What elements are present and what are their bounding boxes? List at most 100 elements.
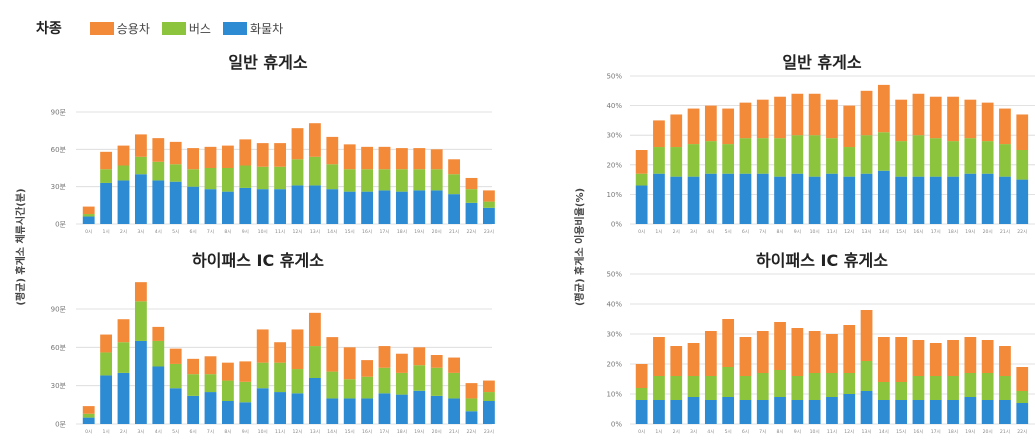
x-tick-label: 8시 bbox=[776, 229, 783, 235]
bar-bus bbox=[308, 346, 321, 378]
panel-title: 하이패스 IC 휴게소 bbox=[756, 251, 888, 270]
panel-usage-general: 일반 휴게소 0% 10% 20% 30% 40% 50% 0시 1시 2시 3시 4시 5시 6시 7시… bbox=[606, 53, 1035, 235]
bar-bus bbox=[465, 189, 478, 203]
x-tick-label: 1시 bbox=[103, 229, 110, 235]
x-tick-label: 10시 bbox=[258, 229, 268, 235]
bar-car bbox=[308, 123, 321, 157]
bar-bus bbox=[635, 388, 648, 400]
bar-bus bbox=[704, 141, 717, 174]
x-tick-label: 12시 bbox=[844, 229, 854, 235]
bar-bus bbox=[653, 147, 665, 174]
bar-bus bbox=[221, 380, 234, 401]
bar-bus bbox=[430, 169, 443, 191]
bar-car bbox=[361, 146, 374, 170]
bar-car bbox=[999, 108, 1011, 145]
bar-truck bbox=[964, 173, 977, 224]
bar-bus bbox=[826, 373, 838, 397]
bar-car bbox=[326, 337, 339, 372]
x-tick-label: 17시 bbox=[379, 429, 389, 435]
bar-truck bbox=[361, 398, 374, 424]
bar-car bbox=[100, 151, 113, 170]
x-tick-label: 7시 bbox=[207, 229, 214, 235]
bar-truck bbox=[134, 340, 147, 424]
bar-truck bbox=[999, 176, 1011, 224]
bar-car bbox=[860, 90, 873, 136]
bar-car bbox=[256, 143, 269, 167]
bar-car bbox=[169, 348, 182, 364]
y-tick-label: 40% bbox=[606, 301, 622, 309]
legend-title: 차종 bbox=[36, 21, 62, 37]
bar-bus bbox=[999, 376, 1011, 400]
legend-swatch-truck bbox=[222, 21, 247, 35]
x-tick-label: 6시 bbox=[190, 229, 197, 235]
bar-bus bbox=[326, 371, 339, 399]
bar-bus bbox=[704, 376, 717, 400]
bar-bus bbox=[981, 141, 994, 174]
x-tick-label: 17시 bbox=[931, 229, 941, 235]
y-tick-label: 10% bbox=[606, 191, 622, 199]
x-tick-label: 0시 bbox=[638, 429, 645, 435]
bar-car bbox=[635, 150, 648, 174]
legend-label-car: 승용차 bbox=[116, 21, 150, 36]
bar-bus bbox=[204, 168, 217, 190]
bar-bus bbox=[482, 201, 495, 208]
bar-car bbox=[739, 337, 752, 376]
bar-car bbox=[465, 383, 478, 399]
bar-bus bbox=[239, 165, 252, 188]
y-tick-label: 10% bbox=[606, 391, 622, 399]
x-tick-label: 3시 bbox=[690, 429, 697, 435]
x-tick-label: 13시 bbox=[310, 429, 320, 435]
bar-car bbox=[152, 138, 165, 162]
bar-truck bbox=[117, 180, 130, 224]
bar-truck bbox=[274, 189, 287, 224]
x-tick-label: 15시 bbox=[345, 429, 355, 435]
bar-car bbox=[843, 325, 856, 373]
bar-car bbox=[221, 362, 234, 381]
bar-bus bbox=[791, 135, 804, 174]
bar-car bbox=[430, 355, 443, 368]
bar-car bbox=[326, 136, 339, 165]
bar-car bbox=[378, 346, 391, 368]
bar-car bbox=[482, 190, 495, 202]
bar-truck bbox=[895, 176, 908, 224]
bar-bus bbox=[291, 159, 304, 186]
bar-truck bbox=[256, 189, 269, 224]
bar-bus bbox=[343, 379, 356, 399]
bar-truck bbox=[774, 397, 786, 424]
x-tick-label: 20시 bbox=[983, 429, 993, 435]
x-tick-label: 12시 bbox=[292, 429, 302, 435]
bar-car bbox=[929, 96, 942, 139]
y-tick-label: 50% bbox=[606, 73, 622, 81]
y-tick-label: 60분 bbox=[51, 146, 67, 154]
bar-truck bbox=[912, 176, 925, 224]
bar-bus bbox=[722, 367, 735, 397]
bar-bus bbox=[687, 376, 700, 397]
bar-bus bbox=[187, 374, 200, 396]
bar-bus bbox=[877, 132, 890, 171]
bar-bus bbox=[82, 214, 95, 217]
bar-truck bbox=[100, 182, 113, 224]
bar-bus bbox=[670, 376, 683, 400]
bar-truck bbox=[808, 176, 821, 224]
bar-bus bbox=[808, 373, 821, 400]
bar-truck bbox=[947, 400, 959, 424]
legend-item-truck: 화물차 bbox=[222, 20, 283, 37]
x-tick-label: 1시 bbox=[655, 229, 662, 235]
bar-truck bbox=[877, 170, 890, 224]
bar-truck bbox=[1016, 179, 1029, 224]
bar-car bbox=[808, 93, 821, 136]
x-tick-label: 2시 bbox=[673, 429, 680, 435]
bar-bus bbox=[739, 138, 752, 174]
bar-car bbox=[653, 337, 665, 376]
x-tick-label: 16시 bbox=[913, 429, 923, 435]
x-tick-label: 0시 bbox=[638, 229, 645, 235]
x-tick-label: 19시 bbox=[414, 429, 424, 435]
y-tick-label: 0% bbox=[611, 421, 622, 429]
x-tick-label: 6시 bbox=[190, 429, 197, 435]
x-tick-label: 7시 bbox=[759, 229, 766, 235]
x-tick-label: 12시 bbox=[844, 429, 854, 435]
x-tick-label: 14시 bbox=[327, 229, 337, 235]
bar-truck bbox=[82, 216, 95, 224]
bar-truck bbox=[152, 366, 165, 424]
bar-car bbox=[947, 340, 959, 376]
